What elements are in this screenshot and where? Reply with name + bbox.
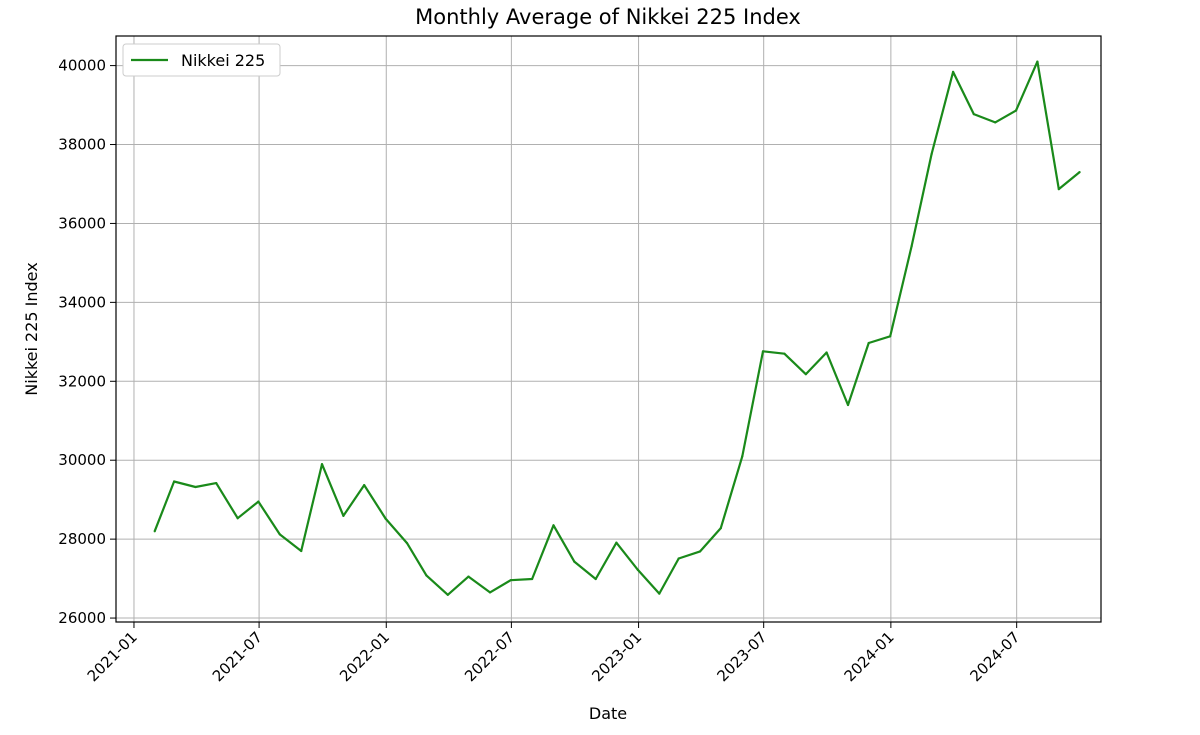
data-point: [1078, 171, 1081, 174]
legend: Nikkei 225: [122, 43, 281, 77]
chart-title: Monthly Average of Nikkei 225 Index: [415, 5, 801, 29]
data-point: [300, 549, 303, 553]
data-point: [467, 575, 470, 578]
data-point: [761, 350, 765, 353]
data-point: [257, 500, 260, 503]
series-layer: [153, 60, 1081, 596]
data-point: [719, 526, 722, 530]
data-point: [677, 557, 680, 560]
data-point: [342, 514, 345, 517]
data-point: [384, 517, 387, 520]
legend-box: [122, 43, 281, 77]
y-tick-label: 30000: [58, 451, 106, 469]
data-point: [363, 483, 366, 487]
y-tick-label: 36000: [58, 214, 106, 232]
data-point: [446, 593, 449, 596]
data-point: [509, 579, 512, 582]
data-point: [1057, 188, 1060, 191]
data-point: [804, 373, 807, 376]
data-point: [236, 517, 239, 520]
data-point: [741, 455, 744, 458]
data-point: [320, 463, 324, 466]
data-point: [278, 533, 281, 536]
data-point: [889, 335, 892, 338]
legend-label-nikkei-225: Nikkei 225: [181, 51, 265, 70]
data-point: [594, 577, 597, 581]
data-point: [910, 245, 913, 248]
grid-lines: [116, 36, 1101, 622]
y-tick-label: 40000: [58, 57, 106, 75]
plot-frame: [115, 35, 1102, 623]
y-tick-label: 34000: [58, 293, 106, 311]
y-axis-label: Nikkei 225 Index: [22, 262, 41, 395]
data-point: [636, 568, 639, 572]
data-point: [552, 524, 555, 527]
data-point: [405, 541, 409, 545]
data-point: [531, 577, 534, 581]
data-point: [1036, 60, 1039, 63]
y-tick-label: 32000: [58, 372, 106, 390]
data-point: [194, 485, 197, 489]
data-point: [172, 480, 176, 483]
data-point: [994, 121, 997, 124]
data-point: [698, 550, 702, 553]
x-axis-label: Date: [589, 704, 627, 723]
y-tick-label: 38000: [58, 136, 106, 154]
data-point: [1014, 109, 1018, 112]
y-tick-label: 28000: [58, 530, 106, 548]
y-tick-label: 26000: [58, 609, 106, 627]
data-point: [846, 403, 850, 407]
data-point: [215, 481, 218, 485]
data-point: [658, 592, 661, 595]
data-point: [488, 591, 492, 594]
data-point: [930, 152, 933, 156]
data-point: [951, 70, 955, 74]
data-point: [972, 113, 975, 116]
data-point: [825, 351, 828, 354]
data-point: [615, 541, 618, 544]
data-point: [425, 574, 428, 577]
data-point: [867, 341, 870, 345]
data-point: [573, 560, 576, 563]
data-point: [783, 352, 786, 355]
data-point: [153, 530, 156, 533]
